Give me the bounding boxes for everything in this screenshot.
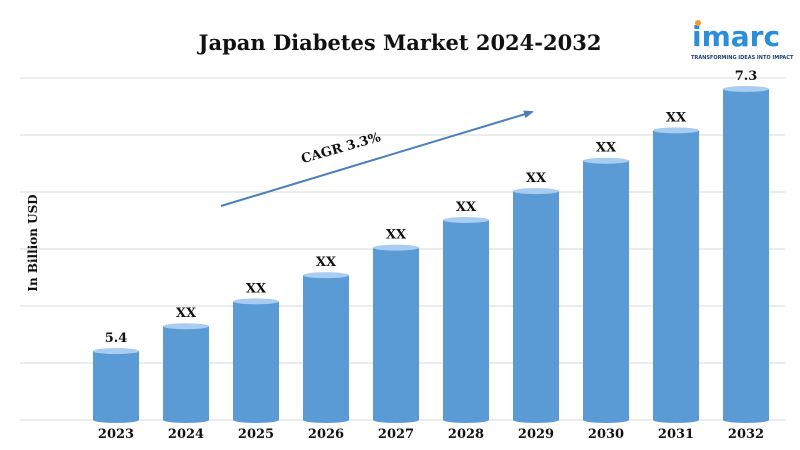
bar-base-2028: [443, 417, 489, 423]
bar-base-2030: [583, 417, 629, 423]
bar-base-2025: [233, 417, 279, 423]
bar-cap-2032: [723, 86, 769, 93]
x-tick-2030: 2030: [588, 427, 624, 442]
x-tick-2024: 2024: [168, 427, 204, 442]
data-label-2025: XX: [246, 281, 267, 296]
chart-title: Japan Diabetes Market 2024-2032: [198, 30, 602, 55]
x-tick-2029: 2029: [518, 427, 554, 442]
data-label-2026: XX: [316, 255, 337, 270]
bar-2026: [303, 275, 349, 420]
data-label-2028: XX: [456, 200, 477, 215]
bar-base-2029: [513, 417, 559, 423]
bars: [93, 86, 769, 423]
x-tick-2027: 2027: [378, 427, 414, 442]
bar-base-2032: [723, 417, 769, 423]
bar-2030: [583, 160, 629, 420]
bar-cap-2026: [303, 272, 349, 279]
x-tick-2028: 2028: [448, 427, 484, 442]
data-labels: 5.4 XX XX XX XX XX XX XX XX 7.3: [105, 69, 758, 346]
bar-cap-2023: [93, 348, 139, 355]
x-tick-labels: 2023 2024 2025 2026 2027 2028 2029 2030 2031 2032: [98, 427, 764, 442]
x-tick-2032: 2032: [728, 427, 764, 442]
bar-cap-2025: [233, 298, 279, 305]
logo-wordmark: imarc: [692, 20, 781, 53]
x-tick-2026: 2026: [308, 427, 344, 442]
bar-2032: [723, 89, 769, 420]
bar-base-2023: [93, 417, 139, 423]
bar-base-2031: [653, 417, 699, 423]
data-label-2032: 7.3: [735, 69, 758, 84]
bar-2024: [163, 326, 209, 420]
logo-dot-icon: [695, 20, 701, 26]
x-tick-2031: 2031: [658, 427, 694, 442]
bar-base-2024: [163, 417, 209, 423]
data-label-2031: XX: [666, 110, 687, 125]
data-label-2029: XX: [526, 171, 547, 186]
bar-2027: [373, 247, 419, 420]
bar-cap-2028: [443, 217, 489, 224]
bar-base-2027: [373, 417, 419, 423]
bar-base-2026: [303, 417, 349, 423]
bar-cap-2024: [163, 323, 209, 330]
bar-cap-2029: [513, 188, 559, 195]
bar-2029: [513, 191, 559, 420]
bar-2028: [443, 220, 489, 420]
x-tick-2023: 2023: [98, 427, 134, 442]
data-label-2030: XX: [596, 141, 617, 156]
data-label-2023: 5.4: [105, 331, 128, 346]
bar-2025: [233, 301, 279, 420]
bar-cap-2030: [583, 157, 629, 164]
bar-cap-2031: [653, 127, 699, 134]
bar-cap-2027: [373, 244, 419, 251]
bar-2031: [653, 130, 699, 420]
data-label-2027: XX: [386, 228, 407, 243]
imarc-logo: imarc TRANSFORMING IDEAS INTO IMPACT: [688, 18, 800, 68]
cagr-arrow: [220, 110, 534, 207]
data-label-2024: XX: [176, 306, 197, 321]
bar-2023: [93, 351, 139, 420]
x-tick-2025: 2025: [238, 427, 274, 442]
logo-tagline: TRANSFORMING IDEAS INTO IMPACT: [691, 55, 794, 61]
